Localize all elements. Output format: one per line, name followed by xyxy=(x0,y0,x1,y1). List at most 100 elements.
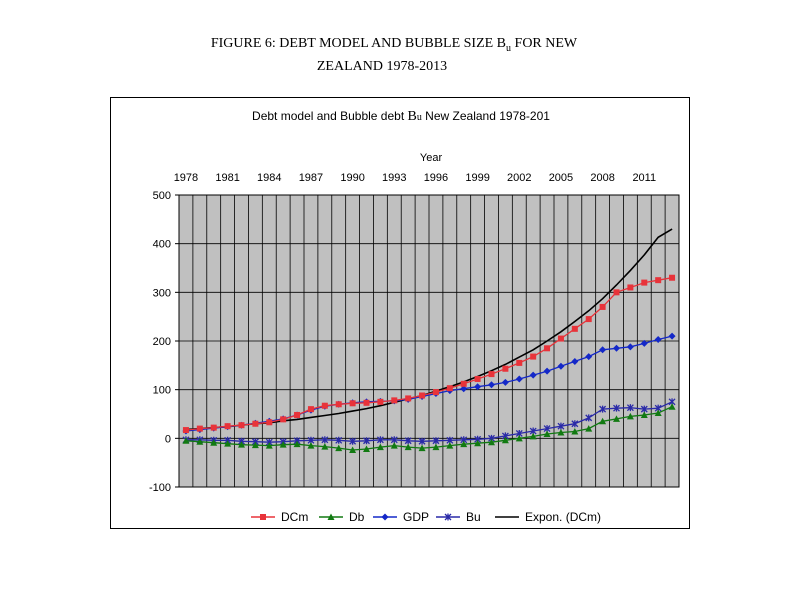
chart-frame: Debt model and Bubble debt Bu New Zealan… xyxy=(110,97,690,529)
data-point-bu xyxy=(626,404,634,412)
data-point-dcm xyxy=(669,274,676,281)
legend-label-gdp: GDP xyxy=(403,510,429,524)
data-point-gdp xyxy=(529,371,537,379)
data-point-dcm xyxy=(363,399,370,406)
data-point-dcm xyxy=(544,345,551,352)
data-point-db xyxy=(501,436,509,444)
data-point-bu xyxy=(390,436,398,444)
data-point-gdp xyxy=(599,346,607,354)
data-point-db xyxy=(335,444,343,452)
data-point-dcm xyxy=(571,325,578,332)
series-line-db xyxy=(185,406,673,451)
data-point-gdp xyxy=(613,344,620,352)
data-point-db xyxy=(418,444,426,452)
data-point-db xyxy=(307,442,315,449)
figure-title-line2: ZEALAND 1978-2013 xyxy=(316,59,448,74)
data-point-bu xyxy=(557,422,565,430)
y-tick-label: 200 xyxy=(153,336,171,348)
data-point-dcm xyxy=(474,375,481,382)
legend-label-db: Db xyxy=(349,510,365,524)
data-point-bu xyxy=(613,404,620,412)
data-point-bu xyxy=(349,437,357,445)
data-point-dcm xyxy=(530,353,537,360)
x-tick-label: 2005 xyxy=(549,172,573,184)
data-point-dcm xyxy=(405,395,412,402)
data-point-gdp xyxy=(543,367,551,375)
x-tick-label: 1993 xyxy=(382,172,406,184)
data-point-dcm xyxy=(641,279,648,286)
data-point-gdp xyxy=(557,362,565,370)
data-point-bu xyxy=(335,436,343,444)
data-point-bu xyxy=(418,437,426,445)
data-point-db xyxy=(390,442,398,449)
data-point-db xyxy=(460,440,468,448)
data-point-dcm xyxy=(432,389,439,396)
figure-title-line1: FIGURE 6: DEBT MODEL AND BUBBLE SIZE Bu … xyxy=(210,36,578,54)
data-point-bu xyxy=(321,436,329,444)
data-point-bu xyxy=(599,405,607,413)
data-point-bu xyxy=(376,436,384,444)
x-tick-label: 1984 xyxy=(257,172,281,184)
data-point-dcm xyxy=(182,427,189,434)
y-tick-label: 100 xyxy=(153,385,171,397)
data-point-dcm xyxy=(294,411,301,418)
legend-marker-bu xyxy=(444,513,452,521)
y-tick-label: 500 xyxy=(153,190,171,202)
data-point-gdp xyxy=(640,339,648,347)
data-point-db xyxy=(238,441,245,448)
data-point-db xyxy=(613,415,620,422)
legend-label-expon-dcm: Expon. (DCm) xyxy=(525,510,601,524)
legend-marker-gdp xyxy=(381,513,389,521)
data-point-db xyxy=(585,425,593,432)
data-point-db xyxy=(640,411,648,418)
data-point-dcm xyxy=(585,316,592,323)
x-tick-label: 2002 xyxy=(507,172,531,184)
data-point-db xyxy=(404,443,412,451)
data-point-dcm xyxy=(419,392,426,399)
data-point-db xyxy=(599,417,607,425)
data-point-bu xyxy=(432,437,440,445)
y-tick-label: 0 xyxy=(165,433,171,445)
data-point-db xyxy=(474,439,482,447)
data-point-gdp xyxy=(654,336,662,344)
data-point-dcm xyxy=(613,289,620,296)
data-point-dcm xyxy=(391,397,398,404)
data-point-db xyxy=(571,428,579,435)
data-point-dcm xyxy=(516,359,523,366)
data-point-dcm xyxy=(196,425,203,432)
x-tick-label: 1978 xyxy=(174,172,198,184)
data-point-gdp xyxy=(668,332,676,340)
x-tick-label: 1987 xyxy=(299,172,323,184)
x-tick-label: 1999 xyxy=(465,172,489,184)
chart-title: Debt model and Bubble debt Bu New Zealan… xyxy=(252,109,550,124)
data-point-db xyxy=(210,439,218,446)
data-point-dcm xyxy=(627,284,634,291)
data-point-gdp xyxy=(571,357,579,365)
data-point-dcm xyxy=(321,402,328,409)
data-point-db xyxy=(376,443,384,451)
data-point-dcm xyxy=(280,416,287,423)
data-point-db xyxy=(349,446,357,454)
data-point-bu xyxy=(404,437,412,445)
data-point-db xyxy=(279,441,287,448)
data-point-dcm xyxy=(599,303,606,310)
data-point-db xyxy=(432,443,440,451)
data-point-db xyxy=(626,412,634,420)
data-point-dcm xyxy=(377,398,384,405)
data-point-gdp xyxy=(488,381,495,389)
data-point-dcm xyxy=(210,424,217,431)
y-tick-label: 400 xyxy=(153,239,171,251)
data-point-db xyxy=(543,430,551,437)
data-point-dcm xyxy=(655,277,662,284)
x-tick-label: 1990 xyxy=(340,172,364,184)
x-axis-label: Year xyxy=(420,152,443,164)
data-point-db xyxy=(529,432,537,440)
legend-label-bu: Bu xyxy=(466,510,481,524)
y-tick-label: 300 xyxy=(153,287,171,299)
data-point-dcm xyxy=(446,385,453,392)
data-point-db xyxy=(557,428,565,436)
data-point-gdp xyxy=(501,378,509,386)
data-point-db xyxy=(224,440,232,447)
legend-marker-dcm xyxy=(260,514,266,520)
x-tick-label: 1996 xyxy=(424,172,448,184)
